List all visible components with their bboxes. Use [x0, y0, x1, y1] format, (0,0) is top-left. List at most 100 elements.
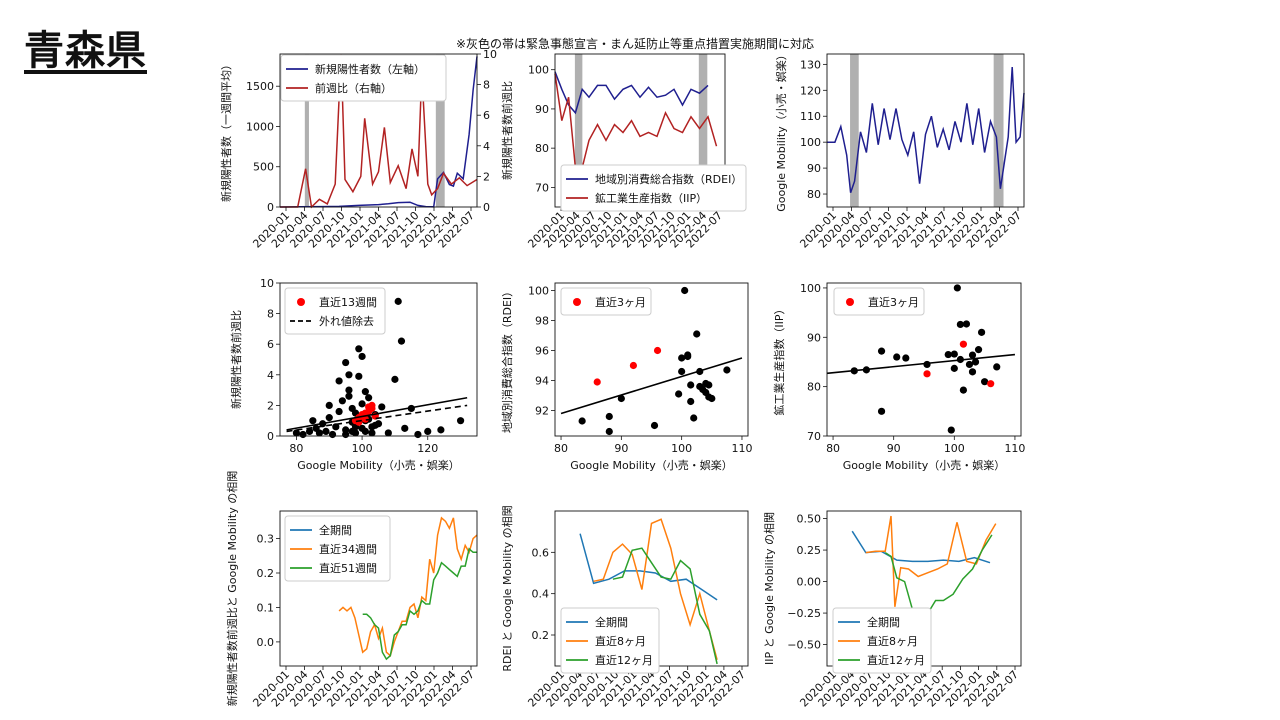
data-point [705, 381, 713, 389]
x-axis-label: Google Mobility（小売・娯楽） [843, 458, 1005, 472]
recent-point [629, 361, 638, 370]
y-axis-label: IIP と Google Mobility の相関 [763, 512, 776, 665]
data-point [650, 421, 659, 430]
data-point [605, 427, 613, 436]
y-tick-label: −0.25 [787, 607, 821, 620]
legend-marker [846, 298, 854, 306]
data-point [993, 363, 1001, 371]
data-point [959, 386, 968, 394]
shaded-period [993, 54, 1004, 207]
page-title: 青森県 [24, 28, 147, 74]
data-point [687, 397, 695, 406]
y2-tick-label: 10 [483, 48, 497, 61]
y-tick-label: −0.50 [787, 639, 821, 652]
data-point [693, 330, 701, 338]
data-point [877, 407, 886, 415]
data-point [962, 320, 971, 328]
y-tick-label: 8 [267, 308, 274, 321]
data-point [971, 358, 980, 366]
data-point [877, 347, 886, 355]
data-point [305, 427, 314, 436]
y-axis-label: 鉱工業生産指数（IIP） [772, 303, 786, 415]
data-point [355, 345, 363, 353]
y-tick-label: 98 [535, 315, 549, 328]
data-point [902, 354, 910, 362]
y-tick-label: 100 [528, 64, 549, 77]
y-tick-label: 0.2 [257, 567, 275, 580]
data-point [617, 394, 625, 403]
y-tick-label: 0.50 [797, 513, 822, 526]
legend-label: 直近8ヶ月 [595, 634, 646, 648]
data-point [437, 426, 445, 434]
x-tick-label: 100 [671, 442, 692, 455]
data-point [348, 404, 356, 413]
y-tick-label: 1000 [246, 120, 274, 133]
x-tick-label: 90 [887, 442, 901, 455]
legend-label: 鉱工業生産指数（IIP） [595, 191, 707, 205]
shaded-period [574, 54, 583, 207]
data-point [981, 378, 989, 386]
x-tick-label: 80 [554, 442, 568, 455]
y-tick-label: 10 [260, 277, 274, 290]
series-line [280, 53, 478, 209]
legend-label: 全期間 [867, 615, 900, 629]
recent-point [653, 346, 662, 355]
series-line [865, 515, 997, 607]
y-tick-label: 0.1 [257, 601, 275, 614]
y-tick-label: 80 [807, 188, 821, 201]
data-point [345, 386, 353, 394]
legend-label: 地域別消費総合指数（RDEI） [595, 172, 742, 186]
legend-box [832, 607, 932, 674]
data-point [965, 360, 974, 369]
data-point [332, 423, 340, 431]
data-point [723, 366, 731, 374]
y-tick-label: 70 [807, 430, 821, 443]
y-tick-label: 6 [267, 338, 274, 351]
x-tick-label: 110 [1004, 442, 1025, 455]
data-point [338, 397, 346, 405]
data-point [578, 417, 586, 425]
data-point [342, 430, 350, 439]
x-tick-label: 120 [417, 442, 438, 455]
data-point [315, 429, 323, 437]
axes-frame [554, 282, 749, 437]
y2-tick-label: 6 [483, 109, 490, 122]
legend-label: 直近8ヶ月 [867, 634, 918, 648]
fit-line [560, 357, 743, 415]
y-tick-label: 0.3 [257, 533, 275, 546]
y2-axis-label: 新規陽性者数前週比 [500, 81, 514, 180]
data-point [974, 346, 983, 354]
data-point [690, 414, 698, 422]
y-tick-label: 0 [267, 201, 274, 214]
y-tick-label: 80 [807, 381, 821, 394]
data-point [678, 354, 686, 362]
y-tick-label: 0.4 [532, 588, 550, 601]
y-tick-label: 1500 [246, 80, 274, 93]
data-point [401, 424, 409, 432]
data-point [345, 392, 353, 400]
series-line [851, 530, 991, 564]
data-point [675, 390, 683, 398]
shaded-period [304, 54, 309, 207]
recent-point [923, 370, 931, 378]
y-tick-label: 110 [800, 110, 821, 123]
data-point [923, 360, 931, 369]
data-point [953, 284, 961, 292]
y-tick-label: 0.0 [257, 636, 275, 649]
data-point [678, 367, 686, 376]
data-point [977, 328, 986, 336]
data-point [325, 414, 333, 422]
legend-box [833, 287, 925, 316]
legend-label: 直近51週間 [319, 561, 377, 575]
legend-label: 全期間 [595, 615, 628, 629]
series-line [362, 547, 477, 661]
data-point [681, 286, 689, 295]
fit-line [286, 404, 468, 433]
data-point [391, 375, 399, 383]
data-point [378, 403, 386, 411]
legend-marker [573, 298, 581, 306]
series-line [884, 534, 993, 622]
data-point [358, 400, 366, 408]
data-point [968, 368, 977, 376]
y2-tick-label: 2 [483, 170, 490, 183]
